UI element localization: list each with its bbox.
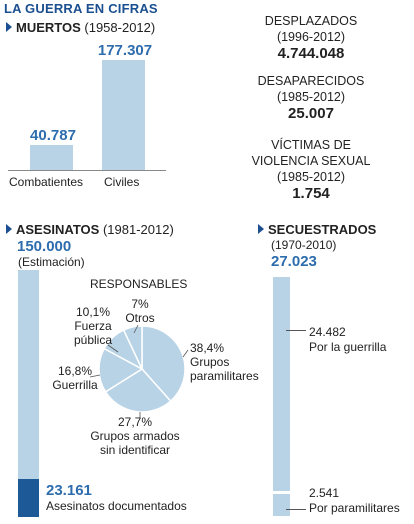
pie-label-fuerza-publica: 10,1% Fuerza pública [58, 305, 128, 347]
pie-leader-line [107, 344, 119, 353]
muertos-period: (1958-2012) [84, 20, 156, 35]
pie-category-label: Grupos armados [90, 429, 180, 443]
asesinatos-total: 150.000 [17, 238, 72, 255]
muertos-category-label: Combatientes [9, 175, 84, 189]
secuestrados-heading: SECUESTRADOS [268, 222, 377, 237]
triangle-icon [6, 224, 12, 234]
muertos-bar [102, 60, 145, 170]
pie-leader-line [89, 374, 101, 378]
leader-line [286, 330, 306, 331]
victimas-block: VÍCTIMAS DE VIOLENCIA SEXUAL (1985-2012)… [236, 137, 386, 202]
pie-category-label: paramilitares [190, 369, 259, 383]
muertos-bar [30, 144, 73, 170]
secuestrados-paramilitares-label: Por paramilitares [309, 501, 400, 515]
pie-leader-line [133, 324, 139, 334]
responsables-title: RESPONSABLES [90, 277, 188, 291]
pie-pct-label: 38,4% [190, 341, 225, 355]
muertos-heading: MUERTOS [16, 20, 81, 35]
triangle-icon [6, 22, 12, 32]
pie-label-sin-identificar: 27,7% Grupos armados sin identificar [80, 415, 190, 457]
muertos-header: MUERTOS (1958-2012) [6, 20, 155, 35]
asesinatos-documented-label: Asesinatos documentados [46, 499, 187, 513]
asesinatos-header: ASESINATOS (1981-2012) [6, 222, 174, 237]
secuestrados-paramilitares-annotation: 2.541 Por paramilitares [309, 486, 400, 516]
secuestrados-guerrilla-bar [273, 277, 290, 491]
pie-pct-label: 16,8% [57, 364, 93, 378]
asesinatos-documented-value: 23.161 [46, 482, 92, 499]
pie-pct-label: 27,7% [117, 415, 153, 429]
pie-category-label: Fuerza [74, 319, 112, 333]
pie-label-guerrilla: 16,8% Guerrilla [40, 364, 110, 392]
desaparecidos-value: 25.007 [288, 105, 334, 122]
pie-category-label: sin identificar [99, 443, 171, 457]
pie-category-label: Otros [125, 311, 155, 325]
victimas-value: 1.754 [292, 185, 330, 202]
secuestrados-period: (1970-2010) [271, 238, 337, 252]
leader-line [286, 509, 306, 510]
pie-pct-label: 7% [131, 297, 149, 311]
secuestrados-guerrilla-value: 24.482 [309, 325, 346, 339]
pie-label-otros: 7% Otros [110, 297, 170, 325]
desaparecidos-block: DESAPARECIDOS (1985-2012) 25.007 [236, 73, 386, 122]
pie-pct-label: 10,1% [75, 305, 111, 319]
pie-slice-paramilitares [141, 325, 186, 403]
asesinatos-period: (1981-2012) [102, 222, 174, 237]
triangle-icon [258, 224, 264, 234]
asesinatos-total-bar [18, 270, 39, 517]
pie-slice-sin-identificar [104, 368, 172, 413]
muertos-baseline [8, 170, 166, 171]
desplazados-period: (1996-2012) [276, 30, 346, 44]
desplazados-block: DESPLAZADOS (1996-2012) 4.744.048 [236, 13, 386, 62]
muertos-bar-value-label: 177.307 [97, 42, 153, 59]
pie-category-label: Guerrilla [52, 378, 98, 392]
secuestrados-header: SECUESTRADOS [258, 222, 376, 237]
desplazados-value: 4.744.048 [277, 45, 345, 62]
page-title: LA GUERRA EN CIFRAS [4, 1, 158, 16]
muertos-category-label: Civiles [104, 175, 140, 189]
pie-category-label: Grupos [190, 355, 230, 369]
asesinatos-documented-bar [18, 478, 39, 517]
muertos-bar-value-label: 40.787 [30, 127, 76, 144]
pie-slice-otros [122, 325, 143, 370]
pie-leader-line [182, 349, 189, 358]
desaparecidos-heading: DESAPARECIDOS [257, 74, 365, 88]
pie-slice-guerrilla [98, 347, 144, 393]
desaparecidos-period: (1985-2012) [276, 90, 346, 104]
desplazados-heading: DESPLAZADOS [264, 14, 358, 28]
secuestrados-paramilitares-value: 2.541 [309, 486, 340, 500]
secuestrados-total: 27.023 [271, 253, 317, 270]
secuestrados-guerrilla-annotation: 24.482 Por la guerrilla [309, 325, 386, 355]
pie-label-paramilitares: 38,4% Grupos paramilitares [190, 341, 259, 383]
secuestrados-paramilitares-bar [273, 493, 290, 516]
victimas-heading-line1: VÍCTIMAS DE [271, 138, 351, 152]
pie-category-label: pública [73, 333, 113, 347]
asesinatos-heading: ASESINATOS [16, 222, 100, 237]
victimas-period: (1985-2012) [276, 170, 346, 184]
asesinatos-total-note: (Estimación) [18, 255, 85, 269]
victimas-heading-line2: VIOLENCIA SEXUAL [251, 154, 371, 168]
secuestrados-guerrilla-label: Por la guerrilla [309, 340, 387, 354]
